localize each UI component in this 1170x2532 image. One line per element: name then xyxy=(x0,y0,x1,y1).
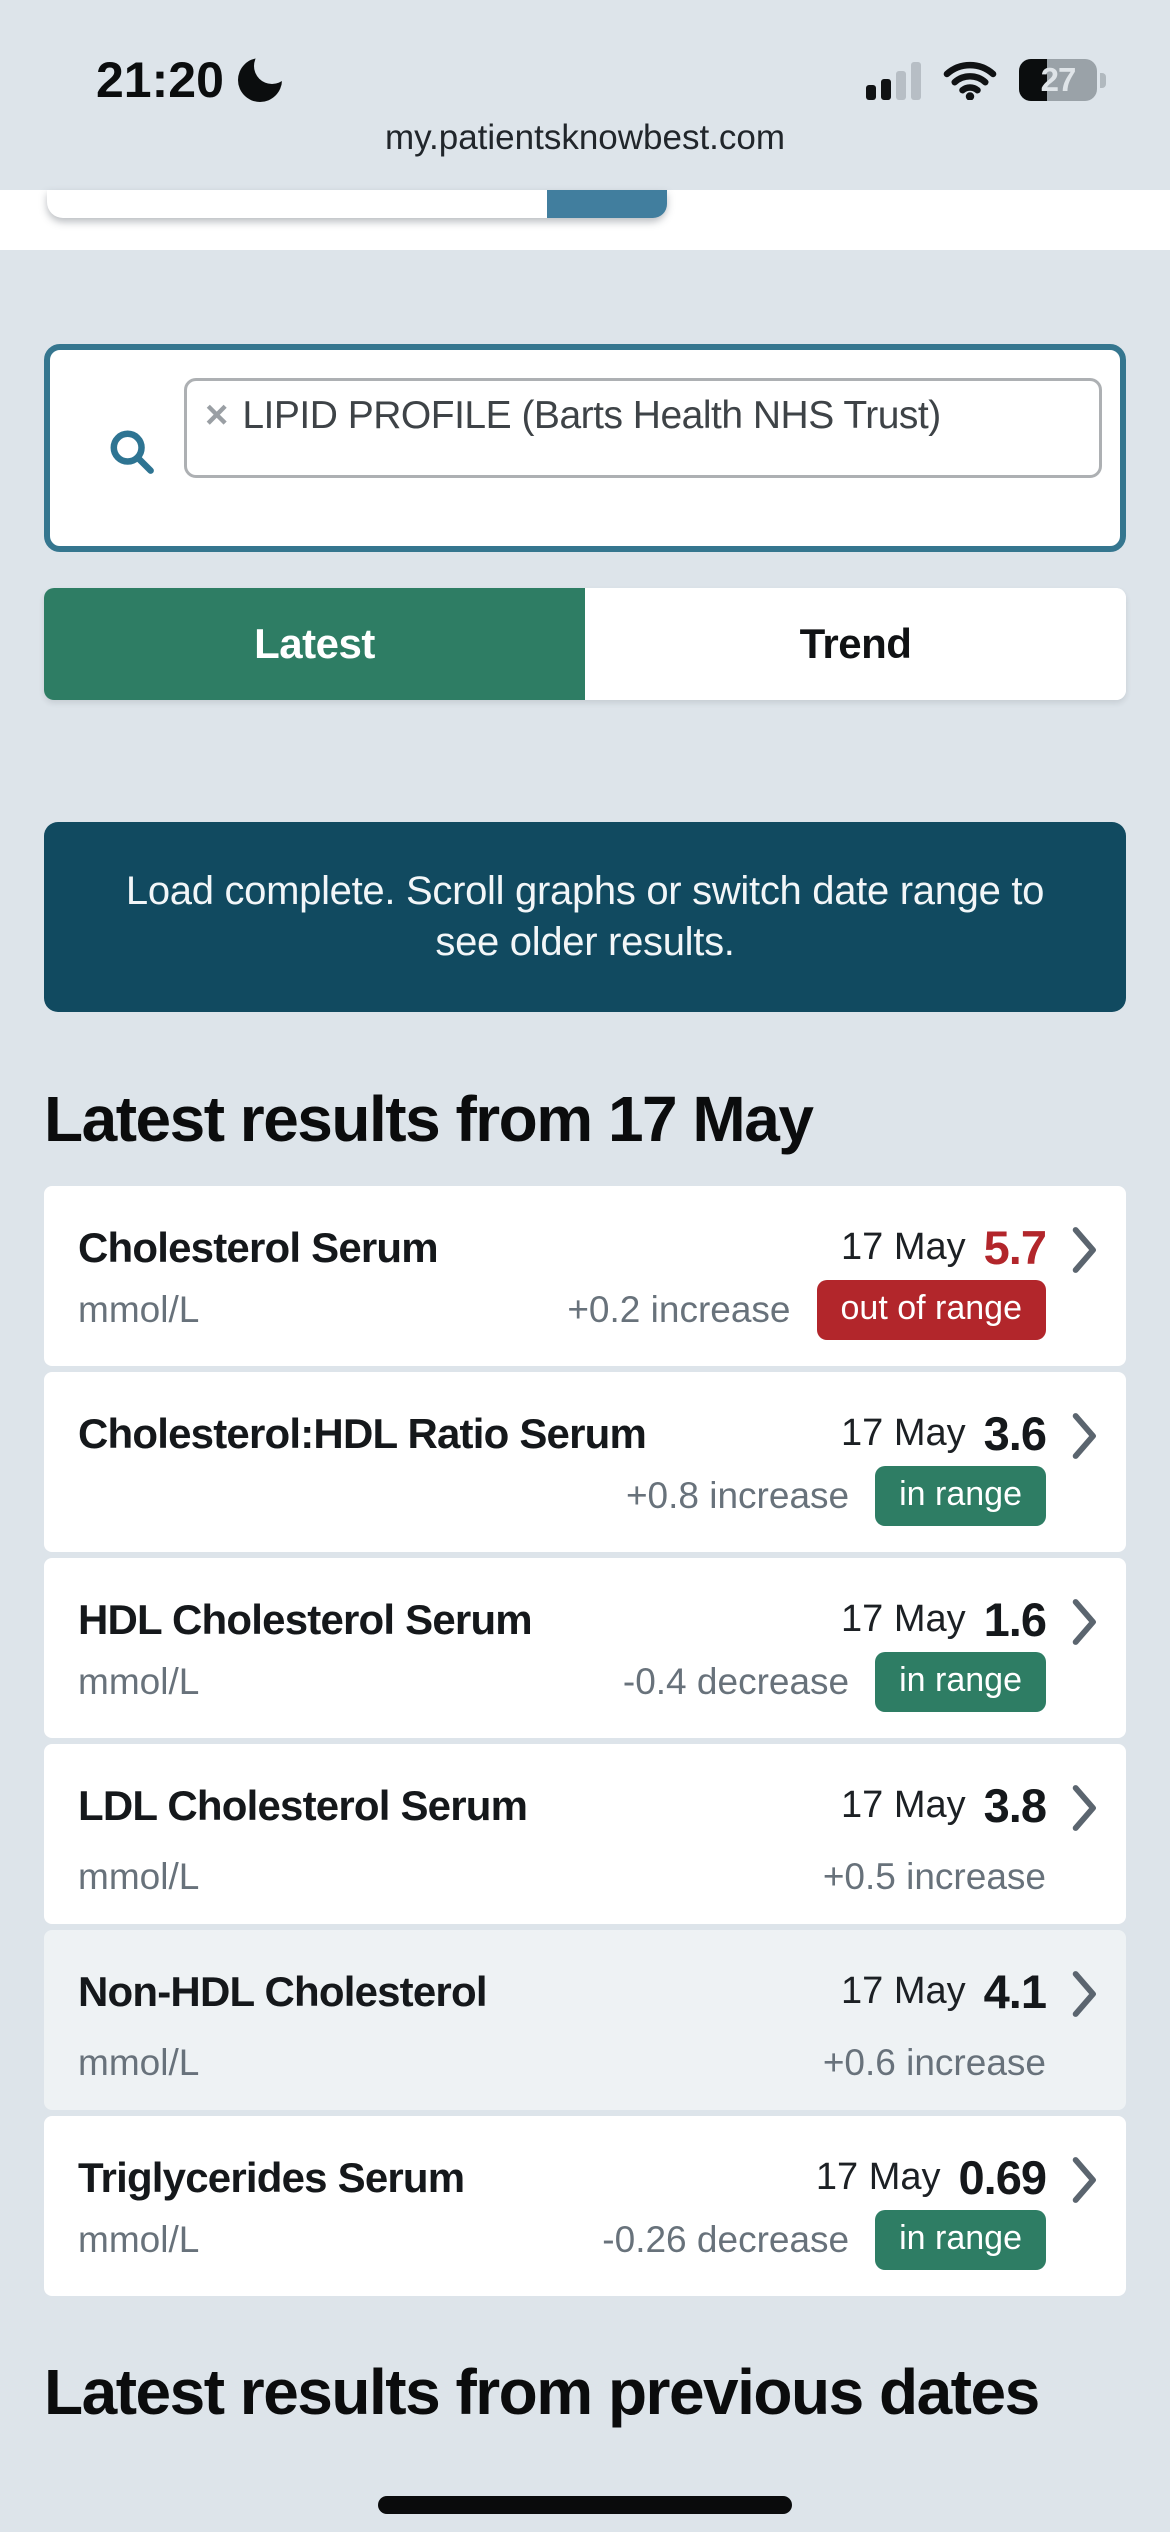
result-value: 5.7 xyxy=(983,1221,1047,1275)
result-row-bottom: mmol/L -0.26 decrease in range xyxy=(78,2210,1046,2271)
result-row[interactable]: Cholesterol Serum 17 May 5.7 mmol/L +0.2… xyxy=(44,1186,1126,1367)
result-row-bottom: mmol/L +0.2 increase out of range xyxy=(78,1280,1046,1341)
result-row-bottom: mmol/L +0.6 increase xyxy=(78,2042,1046,2084)
result-row[interactable]: LDL Cholesterol Serum 17 May 3.8 mmol/L … xyxy=(44,1744,1126,1925)
result-delta: -0.26 decrease xyxy=(602,2219,850,2261)
moon-icon xyxy=(237,48,290,102)
page-top-strip xyxy=(0,190,1170,250)
cellular-signal-icon xyxy=(866,60,921,100)
result-row-top: LDL Cholesterol Serum 17 May 3.8 xyxy=(78,1778,1047,1833)
chevron-right-icon[interactable] xyxy=(1070,1970,1100,2018)
page-content: × LIPID PROFILE (Barts Health NHS Trust)… xyxy=(0,250,1170,2432)
status-row: 21:20 27 xyxy=(0,40,1170,120)
wifi-icon xyxy=(943,61,997,100)
chevron-right-icon[interactable] xyxy=(1070,1598,1100,1646)
result-row-top: Cholesterol Serum 17 May 5.7 xyxy=(78,1220,1047,1275)
result-date: 17 May xyxy=(815,2156,941,2199)
result-date: 17 May xyxy=(841,1226,966,1269)
result-date: 17 May xyxy=(841,1970,966,2013)
result-unit: mmol/L xyxy=(78,1289,200,1331)
result-unit: mmol/L xyxy=(78,1856,200,1898)
banner-text: Load complete. Scroll graphs or switch d… xyxy=(125,869,1045,965)
result-value: 4.1 xyxy=(983,1965,1047,2019)
result-row[interactable]: Triglycerides Serum 17 May 0.69 mmol/L -… xyxy=(44,2116,1126,2297)
result-row-bottom: +0.8 increase in range xyxy=(78,1466,1046,1527)
chip-remove-icon[interactable]: × xyxy=(205,393,229,437)
result-row[interactable]: HDL Cholesterol Serum 17 May 1.6 mmol/L … xyxy=(44,1558,1126,1739)
result-name: HDL Cholesterol Serum xyxy=(78,1595,533,1643)
battery-percent: 27 xyxy=(1040,61,1077,98)
result-value: 0.69 xyxy=(958,2151,1047,2205)
status-time: 21:20 xyxy=(96,52,224,108)
load-complete-banner: Load complete. Scroll graphs or switch d… xyxy=(44,822,1126,1013)
range-status-badge: in range xyxy=(875,1652,1046,1713)
result-delta: -0.4 decrease xyxy=(622,1661,850,1703)
result-date: 17 May xyxy=(841,1598,966,1641)
result-row-bottom: mmol/L +0.5 increase xyxy=(78,1856,1046,1898)
result-row-top: Triglycerides Serum 17 May 0.69 xyxy=(78,2150,1047,2205)
result-delta: +0.8 increase xyxy=(625,1475,850,1517)
result-name: Triglycerides Serum xyxy=(78,2153,465,2201)
scrolled-search-field-remnant[interactable] xyxy=(47,190,667,218)
chip-label: LIPID PROFILE (Barts Health NHS Trust) xyxy=(242,394,941,437)
test-search-box[interactable]: × LIPID PROFILE (Barts Health NHS Trust) xyxy=(44,344,1126,552)
status-icons: 27 xyxy=(866,40,1106,120)
result-date: 17 May xyxy=(841,1784,966,1827)
result-row[interactable]: Non-HDL Cholesterol 17 May 4.1 mmol/L +0… xyxy=(44,1930,1126,2111)
result-unit: mmol/L xyxy=(78,1661,200,1703)
result-name: Non-HDL Cholesterol xyxy=(78,1967,488,2015)
result-name: LDL Cholesterol Serum xyxy=(78,1781,528,1829)
status-time-group: 21:20 xyxy=(96,40,290,120)
result-row-top: Cholesterol:HDL Ratio Serum 17 May 3.6 xyxy=(78,1406,1047,1461)
status-bar: 21:20 27 my.pat xyxy=(0,0,1170,190)
browser-url-bar[interactable]: my.patientsknowbest.com xyxy=(0,118,1170,158)
chevron-right-icon[interactable] xyxy=(1070,1784,1100,1832)
selected-filter-chip[interactable]: × LIPID PROFILE (Barts Health NHS Trust) xyxy=(184,378,1102,478)
previous-results-heading: Latest results from previous dates xyxy=(44,2356,1040,2429)
view-tabs: Latest Trend xyxy=(44,588,1126,700)
range-status-badge: in range xyxy=(875,2210,1046,2271)
chevron-right-icon[interactable] xyxy=(1070,1412,1100,1460)
result-value: 3.8 xyxy=(983,1779,1047,1833)
result-row-bottom: mmol/L -0.4 decrease in range xyxy=(78,1652,1046,1713)
result-delta: +0.2 increase xyxy=(567,1289,791,1331)
result-unit: mmol/L xyxy=(78,2219,200,2261)
latest-results-heading: Latest results from 17 May xyxy=(44,1083,814,1156)
battery-icon: 27 xyxy=(1019,59,1097,101)
result-delta: +0.6 increase xyxy=(822,2042,1046,2084)
chevron-right-icon[interactable] xyxy=(1070,2156,1100,2204)
result-date: 17 May xyxy=(841,1412,966,1455)
scrolled-search-button[interactable] xyxy=(547,190,667,218)
result-name: Cholesterol Serum xyxy=(78,1223,439,1271)
result-value: 1.6 xyxy=(983,1593,1047,1647)
url-text: my.patientsknowbest.com xyxy=(384,118,786,157)
range-status-badge: out of range xyxy=(816,1280,1046,1341)
results-list: Cholesterol Serum 17 May 5.7 mmol/L +0.2… xyxy=(44,1186,1126,2297)
result-row[interactable]: Cholesterol:HDL Ratio Serum 17 May 3.6 +… xyxy=(44,1372,1126,1553)
result-name: Cholesterol:HDL Ratio Serum xyxy=(78,1409,647,1457)
result-row-top: Non-HDL Cholesterol 17 May 4.1 xyxy=(78,1964,1047,2019)
result-unit: mmol/L xyxy=(78,2042,200,2084)
search-icon xyxy=(110,430,154,474)
result-value: 3.6 xyxy=(983,1407,1047,1461)
chevron-right-icon[interactable] xyxy=(1070,1226,1100,1274)
battery-nub xyxy=(1100,72,1106,88)
home-indicator[interactable] xyxy=(378,2496,792,2514)
range-status-badge: in range xyxy=(875,1466,1046,1527)
result-row-top: HDL Cholesterol Serum 17 May 1.6 xyxy=(78,1592,1047,1647)
tab-trend[interactable]: Trend xyxy=(585,588,1126,700)
result-delta: +0.5 increase xyxy=(822,1856,1046,1898)
tab-latest[interactable]: Latest xyxy=(44,588,585,700)
